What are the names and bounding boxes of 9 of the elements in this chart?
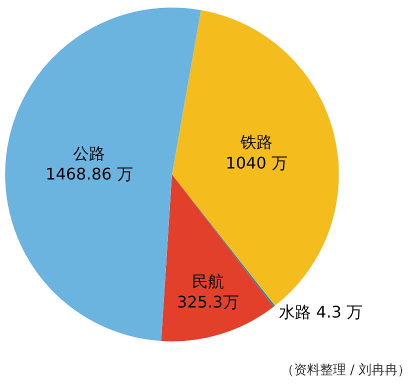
- data-label: 325.3万: [176, 292, 239, 312]
- slice-label: 公路: [73, 144, 106, 163]
- data-label: 1468.86 万: [46, 164, 133, 184]
- slice-label: 铁路: [240, 132, 273, 152]
- pie-slice: [161, 174, 274, 342]
- slice-label: 民航: [192, 272, 224, 291]
- text: （资料整理 / 刘冉冉）: [281, 363, 411, 378]
- slice-label: 水路 4.3 万: [279, 302, 363, 322]
- data-label: 1040 万: [226, 153, 288, 172]
